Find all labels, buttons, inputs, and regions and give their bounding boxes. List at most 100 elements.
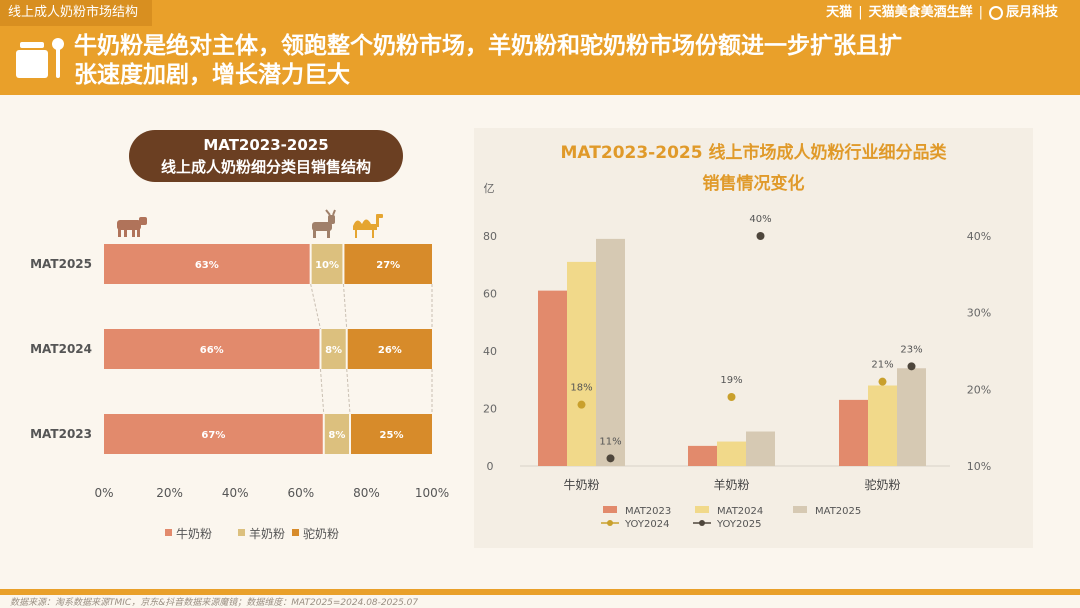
top-banner — [0, 0, 1080, 95]
cow-leg — [137, 229, 140, 237]
yoy-point — [577, 400, 586, 409]
data-source-note: 数据来源：淘系数据来源TMIC，京东&抖音数据来源魔镜；数据维度：MAT2025… — [10, 598, 419, 608]
cow-body — [117, 220, 141, 230]
bar-segment — [351, 414, 432, 454]
x-tick-label: 20% — [156, 486, 183, 500]
legend-swatch — [695, 506, 709, 513]
row-label: MAT2023 — [30, 427, 92, 441]
legend-label: MAT2024 — [717, 506, 763, 517]
legend-label: 羊奶粉 — [249, 526, 285, 541]
x-tick-label: 80% — [353, 486, 380, 500]
connector-line — [346, 368, 351, 415]
headline: 牛奶粉是绝对主体，领跑整个奶粉市场，羊奶粉和驼奶粉市场份额进一步扩张且扩 张速度… — [74, 32, 1064, 90]
camel-head — [376, 214, 383, 218]
footer-bar — [0, 589, 1080, 595]
legend-label: YOY2025 — [716, 519, 761, 530]
connector-line — [342, 283, 348, 330]
bar — [567, 261, 596, 466]
data-label: 26% — [378, 345, 402, 356]
goat-horns — [325, 209, 336, 216]
brand-chenyue: 辰月科技 — [988, 2, 1058, 24]
data-label: 40% — [749, 214, 771, 225]
section-tab: 线上成人奶粉市场结构 — [0, 0, 153, 26]
legend-swatch — [238, 529, 245, 536]
goat-leg — [327, 230, 330, 238]
goat-leg — [313, 230, 316, 238]
x-tick-label: 羊奶粉 — [713, 477, 749, 492]
cow-leg — [118, 229, 121, 237]
bar — [868, 385, 897, 466]
x-tick-label: 60% — [287, 486, 314, 500]
brand-bar: 天猫 | 天猫美食美酒生鲜 | 辰月科技 — [826, 2, 1058, 24]
data-label: 10% — [315, 260, 339, 271]
data-label: 25% — [380, 430, 404, 441]
camel-body — [353, 219, 377, 230]
y-tick-label: 40 — [483, 345, 497, 358]
x-tick-label: 驼奶粉 — [864, 477, 900, 492]
camel-leg — [355, 229, 357, 238]
legend-label: 驼奶粉 — [303, 526, 339, 541]
yoy-point — [756, 232, 765, 240]
data-label: 67% — [201, 430, 225, 441]
bar — [746, 431, 775, 466]
x-tick-label: 牛奶粉 — [563, 477, 599, 492]
y-tick-label: 20 — [483, 403, 497, 416]
y2-tick-label: 20% — [967, 383, 991, 396]
x-tick-label: 100% — [415, 486, 449, 500]
bar-segment — [104, 329, 320, 369]
brand-separator: | — [858, 5, 863, 20]
bar — [538, 290, 567, 466]
data-label: 11% — [599, 436, 621, 447]
data-label: 8% — [328, 430, 345, 441]
right-title-line: 销售情况变化 — [702, 174, 805, 194]
connector-line — [319, 368, 325, 415]
brand-chenyue-label: 辰月科技 — [1005, 5, 1058, 20]
cow-icon — [117, 217, 147, 237]
camel-icon — [353, 214, 383, 238]
data-label: 19% — [720, 375, 742, 386]
camel-neck — [376, 215, 379, 227]
connector-line — [310, 283, 321, 330]
legend-swatch — [793, 506, 807, 513]
goat-head — [328, 215, 335, 224]
headline-line: 牛奶粉是绝对主体，领跑整个奶粉市场，羊奶粉和驼奶粉市场份额进一步扩张且扩 — [74, 33, 902, 59]
brand-tmall-food: 天猫美食美酒生鲜 — [868, 5, 973, 20]
milk-can-icon — [14, 34, 66, 86]
data-label: 27% — [376, 260, 400, 271]
x-tick-label: 0% — [94, 486, 113, 500]
camel-leg — [372, 229, 374, 238]
y2-tick-label: 10% — [967, 460, 991, 473]
cow-leg — [124, 229, 127, 237]
left-title-line: MAT2023-2025 — [203, 136, 329, 154]
y2-tick-label: 30% — [967, 307, 991, 320]
yoy-point — [907, 362, 916, 371]
legend-marker — [607, 520, 613, 526]
legend-label: YOY2024 — [624, 519, 669, 530]
legend-label: MAT2025 — [815, 506, 861, 517]
row-label: MAT2024 — [30, 342, 92, 356]
yoy-point — [606, 454, 615, 463]
bar — [688, 445, 717, 466]
y-axis-unit: 亿 — [484, 182, 495, 195]
data-label: 63% — [195, 260, 219, 271]
bar-segment — [324, 414, 349, 454]
right-title-line: MAT2023-2025 线上市场成人奶粉行业细分品类 — [560, 143, 947, 163]
left-title-line: 线上成人奶粉细分类目销售结构 — [160, 158, 371, 176]
legend-label: 牛奶粉 — [176, 526, 212, 541]
bar-segment — [321, 329, 346, 369]
brand-tmall: 天猫 — [826, 5, 853, 20]
y-tick-label: 0 — [487, 460, 494, 473]
y-tick-label: 80 — [483, 230, 497, 243]
bar — [839, 399, 868, 466]
cow-leg — [132, 229, 135, 237]
bar-segment — [347, 329, 432, 369]
bar — [717, 441, 746, 466]
legend-swatch — [603, 506, 617, 513]
yoy-point — [727, 393, 736, 401]
row-label: MAT2025 — [30, 257, 92, 271]
legend-swatch — [292, 529, 299, 536]
yoy-point — [878, 377, 887, 386]
data-label: 18% — [570, 383, 592, 394]
